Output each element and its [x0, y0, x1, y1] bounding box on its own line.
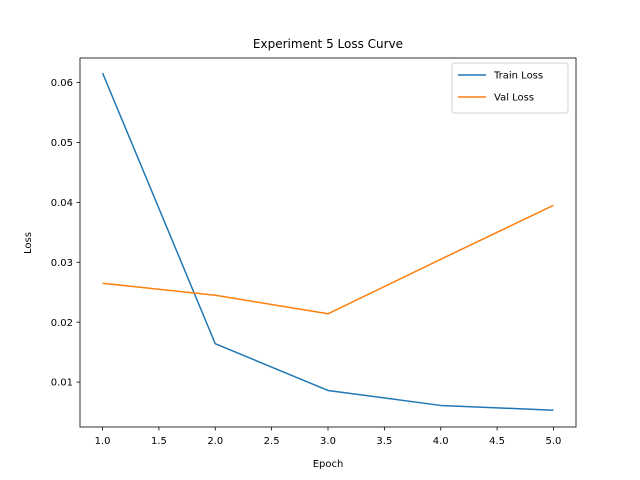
chart-title: Experiment 5 Loss Curve	[253, 37, 403, 51]
x-tick-label: 4.5	[489, 436, 505, 447]
y-axis-label: Loss	[23, 232, 34, 254]
x-tick-label: 3.5	[376, 436, 392, 447]
x-tick-label: 2.5	[264, 436, 280, 447]
y-tick-label: 0.06	[51, 78, 73, 89]
x-tick-label: 4.0	[433, 436, 449, 447]
x-tick-label: 3.0	[320, 436, 336, 447]
plot-area: 1.0 1.5 2.0 2.5 3.0 3.5 4.0 4.5 5.0 0.01 0.02 0.03 0…	[51, 72, 562, 447]
x-tick-label: 1.0	[95, 436, 111, 447]
x-axis-label: Epoch	[313, 459, 344, 470]
x-tick-label: 5.0	[546, 436, 562, 447]
x-tick-label: 2.0	[207, 436, 223, 447]
legend-label: Val Loss	[494, 93, 534, 104]
x-tick-label: 1.5	[151, 436, 167, 447]
y-tick-label: 0.02	[51, 318, 73, 329]
y-tick-label: 0.04	[51, 198, 73, 209]
legend: Train Loss Val Loss	[451, 62, 569, 114]
legend-label: Train Loss	[493, 71, 543, 82]
axes-frame	[79, 57, 577, 428]
train-loss-line	[101, 72, 554, 411]
y-tick-label: 0.01	[51, 378, 73, 389]
val-loss-line	[102, 204, 554, 315]
y-tick-label: 0.05	[51, 138, 73, 149]
y-tick-label: 0.03	[51, 258, 73, 269]
